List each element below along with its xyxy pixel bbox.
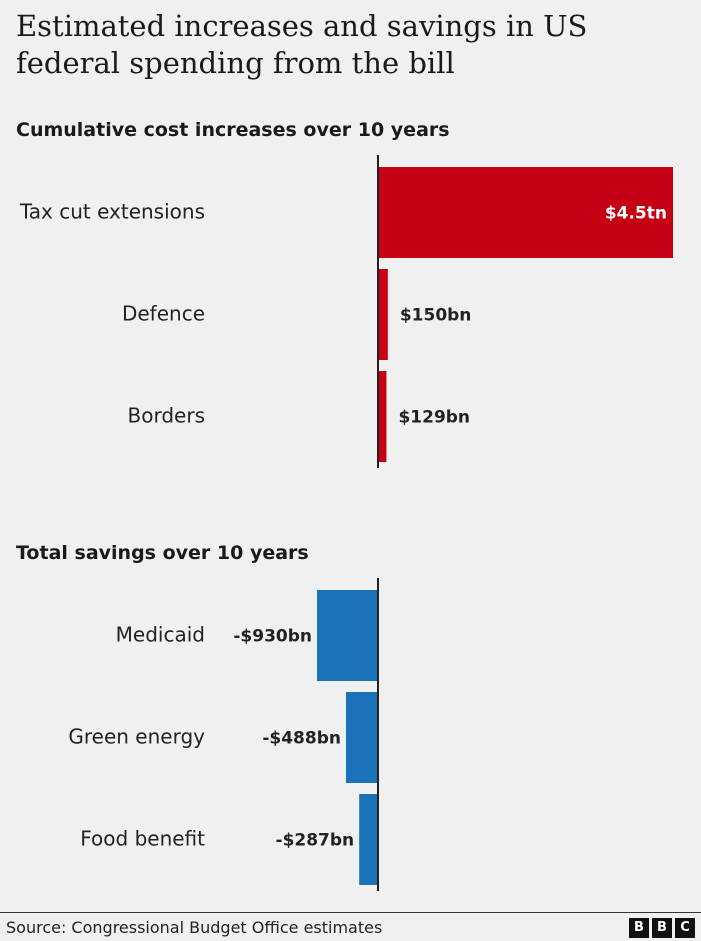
cost-increases-chart: Tax cut extensions $4.5tn Defence $150bn Bor… <box>19 155 673 468</box>
section-title-savings: Total savings over 10 years <box>16 542 309 564</box>
value-label: -$287bn <box>276 831 355 851</box>
chart-title: Estimated increases and savings in US fe… <box>16 9 588 80</box>
footer-divider <box>0 912 701 913</box>
value-label: -$930bn <box>233 627 312 647</box>
category-label: Food benefit <box>80 827 205 851</box>
bar-borders <box>378 371 387 462</box>
footer: Source: Congressional Budget Office esti… <box>0 912 701 941</box>
bar-green-energy <box>346 692 378 783</box>
logo-letter: C <box>675 918 695 938</box>
section-title-cost-increases: Cumulative cost increases over 10 years <box>16 119 450 141</box>
category-label: Medicaid <box>116 623 205 647</box>
category-label: Green energy <box>68 725 205 749</box>
logo-letter: B <box>652 918 672 938</box>
logo-letter: B <box>629 918 649 938</box>
value-label: -$488bn <box>262 729 341 749</box>
value-label: $4.5tn <box>605 204 667 224</box>
value-label: $150bn <box>400 306 472 326</box>
bar-tax-cut-extensions <box>378 167 673 258</box>
savings-chart: Medicaid -$930bn Green energy -$488bn Food b… <box>68 578 379 891</box>
bar-medicaid <box>317 590 378 681</box>
bbc-logo: B B C <box>629 918 695 938</box>
value-label: $129bn <box>398 408 470 428</box>
category-label: Defence <box>122 302 205 326</box>
category-label: Tax cut extensions <box>19 200 205 224</box>
source-note: Source: Congressional Budget Office esti… <box>6 918 383 937</box>
bar-food-benefit <box>359 794 378 885</box>
category-label: Borders <box>128 404 205 428</box>
bar-defence <box>378 269 388 360</box>
